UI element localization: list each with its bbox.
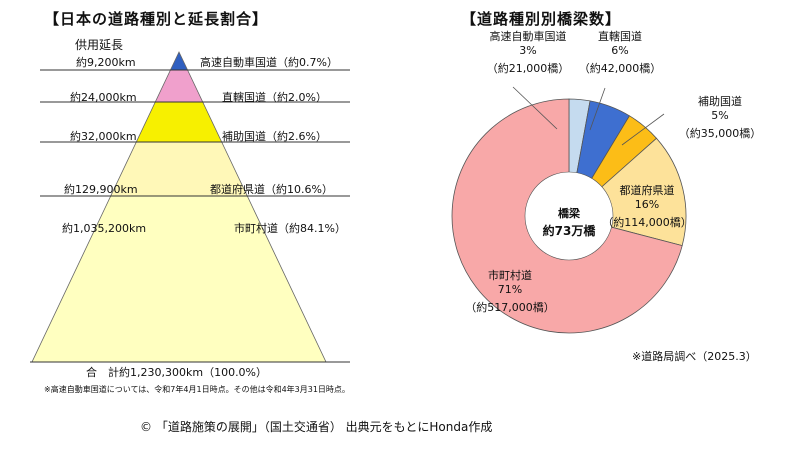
leader-line-expressway: [512, 86, 558, 130]
pyramid-tier-expressway: [169, 51, 189, 71]
pyramid-length-header: 供用延長: [75, 38, 124, 52]
pie-label-national-direct-count: （約42,000橋）: [578, 62, 662, 75]
pie-label-prefectural-count: （約114,000橋）: [602, 216, 692, 229]
right-chart-title: 【道路種別別橋梁数】: [461, 10, 622, 28]
pie-label-national-direct-name: 直轄国道: [598, 30, 642, 43]
pie-source-note: ※道路局調べ（2025.3）: [632, 350, 757, 363]
category-label-national-direct: 直轄国道（約2.0%）: [222, 91, 327, 104]
category-label-prefectural: 都道府県道（約10.6%）: [210, 183, 333, 196]
pie-label-municipal-name: 市町村道: [488, 269, 532, 282]
left-chart-title: 【日本の道路種別と延長割合】: [44, 10, 269, 28]
length-label-municipal: 約1,035,200km: [62, 222, 147, 235]
length-label-national-direct: 約24,000km: [70, 91, 137, 104]
leader-line-national-aux: [621, 113, 665, 146]
pyramid-tier-national-aux: [135, 101, 223, 143]
length-label-prefectural: 約129,900km: [64, 183, 138, 196]
pie-label-prefectural-name: 都道府県道: [619, 184, 675, 197]
category-label-municipal: 市町村道（約84.1%）: [234, 222, 346, 235]
leader-line-national-direct: [589, 87, 606, 131]
length-label-national-aux: 約32,000km: [70, 130, 137, 143]
pie-center-line2: 約73万橋: [542, 224, 596, 238]
pyramid-total-label: 合 計約1,230,300km（100.0%）: [86, 366, 268, 379]
pie-label-prefectural-pct: 16%: [634, 198, 660, 211]
pie-label-municipal-pct: 71%: [497, 283, 523, 296]
pie-label-national-aux-count: （約35,000橋）: [678, 127, 762, 140]
credit-line: © 「道路施策の展開」（国土交通省） 出典元をもとにHonda作成: [140, 420, 493, 434]
pyramid-chart: [30, 51, 350, 363]
length-label-expressway: 約9,200km: [76, 56, 136, 69]
pie-label-national-aux-name: 補助国道: [698, 95, 742, 108]
pie-label-municipal-count: （約517,000橋）: [465, 301, 555, 314]
pyramid-tier-national-direct: [154, 69, 204, 103]
pie-label-national-aux-pct: 5%: [711, 109, 729, 122]
pie-chart: [451, 86, 687, 334]
pie-label-expressway-pct: 3%: [519, 44, 537, 57]
pie-label-national-direct-pct: 6%: [611, 44, 629, 57]
pie-label-expressway-name: 高速自動車国道: [489, 30, 567, 43]
pyramid-footnote: ※高速自動車国道については、令和7年4月1日時点。その他は令和4年3月31日時点…: [44, 385, 350, 394]
pie-center-line1: 橋梁: [558, 207, 580, 220]
category-label-national-aux: 補助国道（約2.6%）: [222, 130, 327, 143]
pie-center-hole: [524, 171, 614, 261]
pie-label-expressway-count: （約21,000橋）: [486, 62, 570, 75]
category-label-expressway: 高速自動車国道（約0.7%）: [200, 56, 338, 69]
